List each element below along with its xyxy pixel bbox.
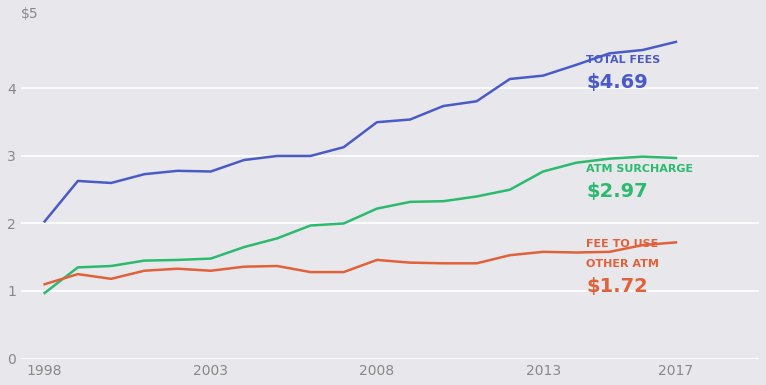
Text: ATM SURCHARGE: ATM SURCHARGE: [586, 164, 693, 174]
Text: $2.97: $2.97: [586, 182, 648, 201]
Text: FEE TO USE: FEE TO USE: [586, 239, 659, 249]
Text: $1.72: $1.72: [586, 277, 648, 296]
Text: $5: $5: [21, 7, 39, 21]
Text: TOTAL FEES: TOTAL FEES: [586, 55, 660, 65]
Text: OTHER ATM: OTHER ATM: [586, 259, 659, 270]
Text: $4.69: $4.69: [586, 73, 648, 92]
